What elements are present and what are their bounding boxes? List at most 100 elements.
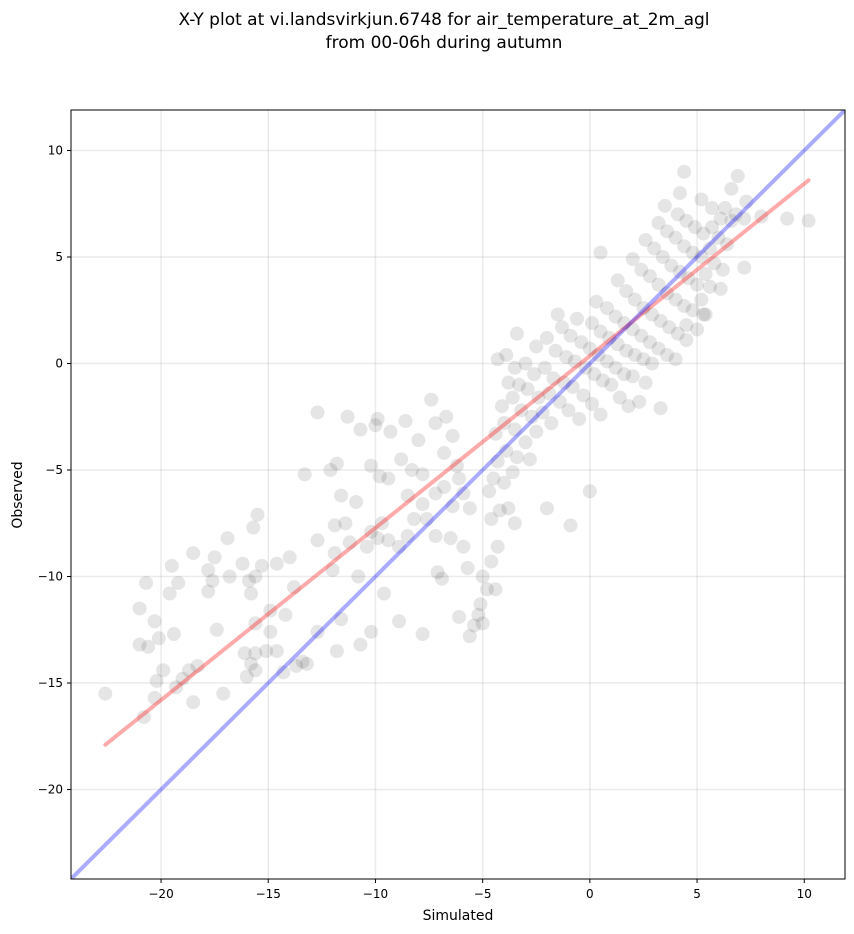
scatter-point (720, 237, 735, 252)
scatter-point (310, 533, 325, 548)
scatter-point (248, 663, 263, 678)
scatter-point (653, 313, 668, 328)
scatter-point (679, 333, 694, 348)
scatter-point (400, 488, 415, 503)
scatter-point (593, 324, 608, 339)
scatter-point (250, 507, 265, 522)
scatter-point (445, 499, 460, 514)
scatter-point (672, 264, 687, 279)
scatter-point (572, 411, 587, 426)
scatter-point (612, 390, 627, 405)
scatter-point (456, 486, 471, 501)
regression-line (103, 178, 811, 747)
scatter-point (139, 575, 154, 590)
scatter-point (660, 347, 675, 362)
scatter-point (246, 520, 261, 535)
scatter-point (349, 494, 364, 509)
scatter-point (524, 409, 539, 424)
scatter-point (190, 658, 205, 673)
scatter-point (657, 198, 672, 213)
scatter-point (209, 622, 224, 637)
scatter-point (702, 241, 717, 256)
scatter-point (780, 211, 795, 226)
scatter-point (437, 445, 452, 460)
scatter-point (497, 475, 512, 490)
scatter-point (484, 554, 499, 569)
scatter-point (565, 379, 580, 394)
scatter-point (462, 629, 477, 644)
scatter-point (608, 360, 623, 375)
scatter-point (147, 614, 162, 629)
scatter-point (713, 281, 728, 296)
scatter-point (552, 394, 567, 409)
scatter-point (452, 471, 467, 486)
scatter-point (585, 396, 600, 411)
axis-ticks: −20 −15 −10 −5 0 5 10 −20 −15 −10 −5 0 5 10 (38, 143, 812, 901)
scatter-point (162, 586, 177, 601)
scatter-point (647, 241, 662, 256)
scatter-point (445, 428, 460, 443)
scatter-point (392, 539, 407, 554)
scatter-point (604, 377, 619, 392)
scatter-point (98, 686, 113, 701)
scatter-point (490, 539, 505, 554)
scatter-point (490, 454, 505, 469)
scatter-point (136, 710, 151, 725)
chart-title: X-Y plot at vi.landsvirkjun.6748 for air… (178, 10, 709, 30)
scatter-point (728, 207, 743, 222)
scatter-point (394, 452, 409, 467)
y-tick-label: 0 (55, 356, 63, 370)
scatter-point (563, 328, 578, 343)
y-tick-label: −20 (38, 783, 63, 797)
scatter-point (452, 609, 467, 624)
scatter-point (430, 565, 445, 580)
scatter-point (645, 356, 660, 371)
scatter-point (475, 569, 490, 584)
scatter-point (591, 347, 606, 362)
scatter-point (471, 607, 486, 622)
scatter-point (166, 627, 181, 642)
scatter-point (634, 262, 649, 277)
scatter-point (636, 352, 651, 367)
scatter-point (484, 511, 499, 526)
scatter-point (325, 563, 340, 578)
scatter-point (569, 311, 584, 326)
scatter-point (529, 339, 544, 354)
scatter-point (690, 322, 705, 337)
scatter-point (582, 341, 597, 356)
scatter-point (370, 531, 385, 546)
scatter-point (539, 501, 554, 516)
scatter-point (713, 211, 728, 226)
scatter-point (392, 614, 407, 629)
scatter-point (244, 656, 259, 671)
scatter-point (132, 637, 147, 652)
scatter-point (132, 601, 147, 616)
scatter-point (342, 535, 357, 550)
scatter-point (329, 644, 344, 659)
scatter-point (587, 367, 602, 382)
y-tick-label: −15 (38, 676, 63, 690)
scatter-point (201, 563, 216, 578)
scatter-point (595, 373, 610, 388)
scatter-point (578, 360, 593, 375)
scatter-point (434, 571, 449, 586)
scatter-point (237, 646, 252, 661)
scatter-point (642, 335, 657, 350)
scatter-point (186, 695, 201, 710)
scatter-point (627, 292, 642, 307)
scatter-point (664, 258, 679, 273)
scatter-point (499, 443, 514, 458)
scatter-point (329, 456, 344, 471)
scatter-point (625, 252, 640, 267)
scatter-point (509, 450, 524, 465)
scatter-point (248, 646, 263, 661)
scatter-point (310, 405, 325, 420)
scatter-point (593, 407, 608, 422)
scatter-point (737, 260, 752, 275)
scatter-point (739, 194, 754, 209)
y-tick-label: 10 (48, 143, 63, 157)
scatter-point (685, 303, 700, 318)
scatter-point (694, 249, 709, 264)
scatter-point (610, 337, 625, 352)
scatter-point (276, 665, 291, 680)
